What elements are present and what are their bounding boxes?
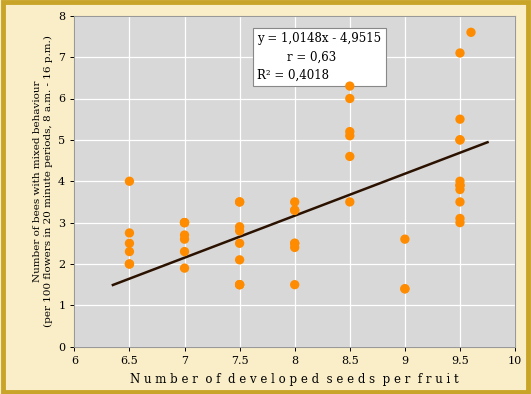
Point — [290, 240, 299, 247]
Point — [456, 137, 464, 143]
Point — [290, 281, 299, 288]
Point — [235, 281, 244, 288]
Point — [290, 240, 299, 247]
Point — [235, 228, 244, 234]
Point — [467, 29, 475, 35]
Point — [290, 207, 299, 214]
Point — [235, 281, 244, 288]
Point — [181, 249, 189, 255]
Point — [290, 207, 299, 214]
Point — [456, 199, 464, 205]
Point — [125, 261, 134, 267]
Point — [125, 230, 134, 236]
Point — [235, 240, 244, 247]
X-axis label: N u m b e r  o f  d e v e l o p e d  s e e d s  p e r  f r u i t: N u m b e r o f d e v e l o p e d s e e … — [131, 373, 459, 386]
Point — [346, 95, 354, 102]
Point — [235, 281, 244, 288]
Point — [235, 199, 244, 205]
Point — [456, 50, 464, 56]
Point — [290, 244, 299, 251]
Point — [181, 219, 189, 226]
Point — [456, 178, 464, 184]
Point — [456, 116, 464, 122]
Point — [125, 240, 134, 247]
Point — [181, 236, 189, 242]
Point — [401, 286, 409, 292]
Point — [181, 232, 189, 238]
Point — [181, 219, 189, 226]
Point — [346, 128, 354, 135]
Point — [125, 178, 134, 184]
Point — [235, 257, 244, 263]
Point — [456, 182, 464, 189]
Point — [125, 249, 134, 255]
Point — [235, 199, 244, 205]
Y-axis label: Number of bees with mixed behaviour
(per 100 flowers in 20 minute periods, 8 a.m: Number of bees with mixed behaviour (per… — [33, 35, 53, 327]
Point — [401, 286, 409, 292]
Point — [456, 215, 464, 221]
Point — [456, 137, 464, 143]
Text: y = 1,0148x - 4,9515
        r = 0,63
R² = 0,4018: y = 1,0148x - 4,9515 r = 0,63 R² = 0,401… — [257, 32, 381, 81]
Point — [235, 224, 244, 230]
Point — [456, 219, 464, 226]
Point — [346, 132, 354, 139]
Point — [401, 236, 409, 242]
Point — [181, 265, 189, 271]
Point — [456, 182, 464, 189]
Point — [456, 186, 464, 193]
Point — [181, 219, 189, 226]
Point — [125, 261, 134, 267]
Point — [346, 153, 354, 160]
Point — [346, 83, 354, 89]
Point — [346, 199, 354, 205]
Point — [290, 199, 299, 205]
